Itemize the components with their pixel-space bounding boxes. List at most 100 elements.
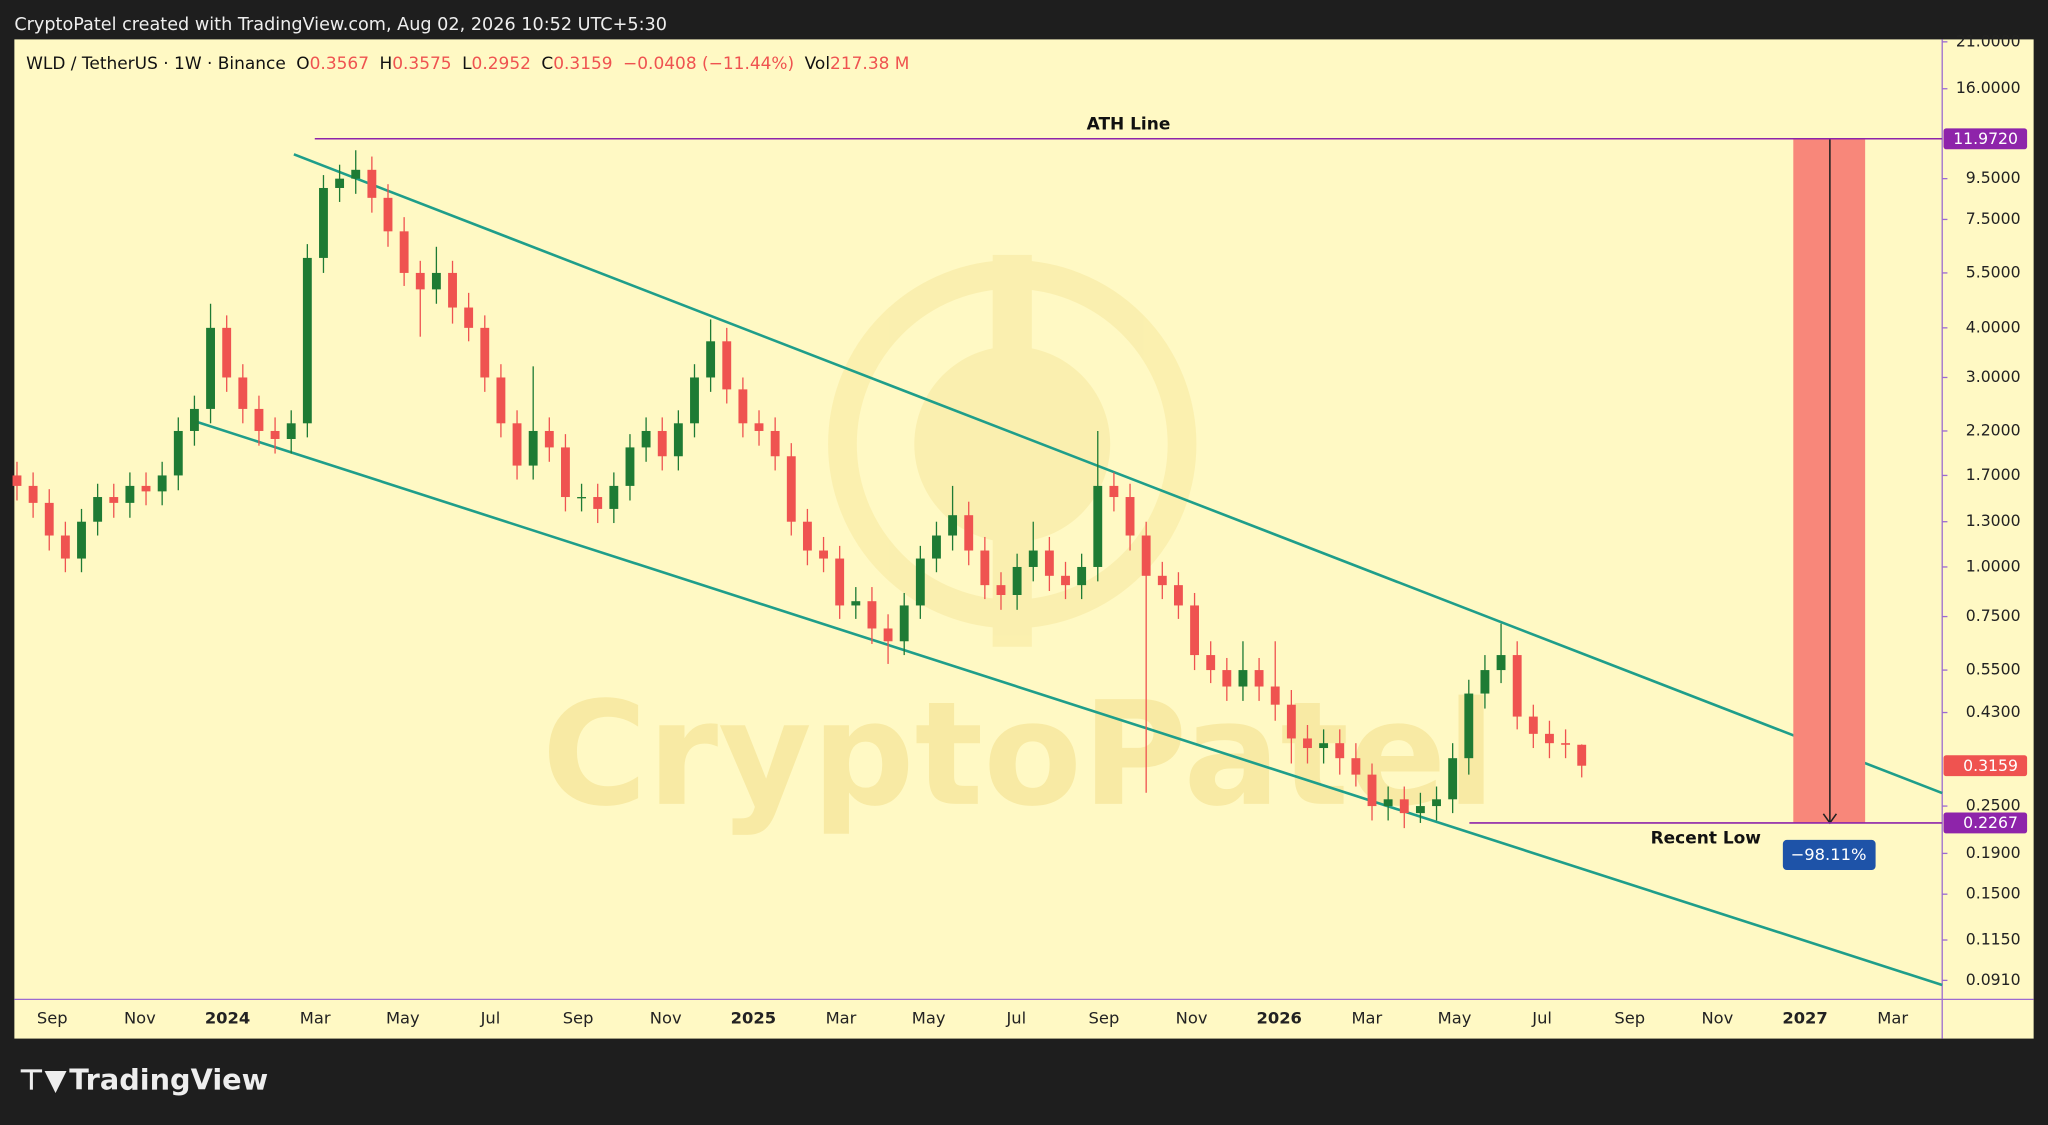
h-value: 0.3575 (392, 54, 451, 74)
candle-body (448, 272, 457, 308)
candle-body (12, 475, 22, 486)
l-label: L (462, 54, 472, 74)
y-tick-label: 21.0000 (1956, 31, 2021, 50)
last-price-badge-label: 0.3159 (1963, 756, 2018, 775)
candle-body (1028, 550, 1038, 567)
candle-body (835, 558, 845, 606)
candle-body (915, 558, 925, 606)
candle-body (1093, 485, 1103, 567)
y-tick-label: 9.5000 (1966, 168, 2021, 187)
x-tick-label: May (912, 1008, 946, 1027)
y-tick-label: 1.7000 (1966, 465, 2021, 484)
y-tick-label: 1.0000 (1966, 556, 2021, 575)
candle-body (206, 327, 215, 409)
y-tick-label: 0.2500 (1966, 796, 2021, 815)
y-tick-label: 0.4300 (1966, 702, 2021, 721)
y-tick-label: 2.2000 (1966, 420, 2021, 439)
candle-body (1303, 738, 1312, 749)
candle-body (141, 485, 151, 492)
candle-body (383, 197, 393, 232)
x-tick-label: Mar (826, 1008, 857, 1027)
footer-logo: ⊤▼ (18, 1063, 66, 1097)
y-tick-label: 5.5000 (1966, 262, 2021, 281)
candle-body (1399, 799, 1409, 814)
candle-body (883, 628, 893, 642)
candle-body (964, 515, 974, 551)
drop-label: −98.11% (1791, 845, 1867, 864)
l-value: 0.2952 (472, 54, 531, 74)
x-tick-label: May (386, 1008, 420, 1027)
x-tick-label: Sep (563, 1008, 594, 1027)
candle-body (367, 169, 377, 198)
x-tick-label: Jul (1005, 1008, 1026, 1027)
drop-badge (1782, 839, 1876, 870)
candle-body (1415, 806, 1425, 814)
candle-body (722, 341, 732, 390)
x-tick-label: Sep (1089, 1008, 1120, 1027)
candle-body (706, 341, 716, 378)
candle-body (1190, 605, 1199, 656)
candle-body (1012, 566, 1022, 595)
y-tick-label: 0.1500 (1966, 884, 2021, 903)
candle-body (109, 497, 119, 503)
x-tick-label: 2027 (1782, 1008, 1827, 1027)
y-tick-label: 0.1150 (1966, 930, 2021, 949)
candle-body (351, 169, 361, 179)
footer-brand: TradingView (69, 1063, 268, 1097)
x-tick-label: Jul (1531, 1008, 1552, 1027)
candle-body (625, 447, 635, 486)
candle-body (157, 475, 167, 492)
candle-body (254, 408, 264, 431)
watermark-logo (828, 254, 1197, 647)
y-tick-label: 7.5000 (1966, 209, 2021, 228)
x-tick-label: May (1438, 1008, 1472, 1027)
candle-body (1432, 799, 1441, 807)
x-tick-label: Jul (480, 1008, 501, 1027)
candle-body (819, 550, 828, 559)
candle-body (609, 485, 619, 509)
candle-body (1222, 670, 1232, 687)
legend: WLD / TetherUS · 1W · Binance O0.3567 H0.3… (26, 54, 909, 74)
candle-body (238, 377, 248, 409)
ath-badge (1943, 128, 2028, 150)
candle-body (754, 423, 764, 431)
candle-body (1545, 733, 1554, 744)
recent-low-badge (1943, 812, 2028, 834)
y-tick-label: 1.3000 (1966, 511, 2021, 530)
candle-body (738, 389, 748, 424)
x-tick-label: Nov (1701, 1008, 1733, 1027)
candle-body (1141, 535, 1151, 576)
candle-body (1528, 716, 1538, 734)
candle-body (512, 423, 522, 466)
candle-body (28, 485, 38, 503)
h-label: H (379, 54, 392, 74)
candle-body (544, 430, 554, 448)
plot-area (14, 39, 2034, 1039)
candle-body (673, 423, 683, 457)
x-tick-label: Mar (1877, 1008, 1908, 1027)
candle-body (173, 430, 183, 476)
candle-body (1383, 799, 1393, 807)
candle-body (1109, 485, 1119, 498)
candle-body (996, 585, 1006, 595)
candle-body (1351, 758, 1361, 775)
candle-body (431, 272, 441, 290)
x-tick-label: Nov (1176, 1008, 1208, 1027)
candle-body (480, 327, 490, 378)
candle-body (1480, 670, 1490, 694)
candle-body (1157, 575, 1167, 586)
watermark: CryptoPatel (542, 671, 1496, 838)
channel-upper (293, 153, 1943, 795)
recent-low-label: Recent Low (1651, 829, 1762, 849)
candle-body (1206, 655, 1216, 671)
candle-body (593, 497, 603, 509)
x-tick-label: 2026 (1257, 1008, 1302, 1027)
o-label: O (296, 54, 309, 74)
candle-body (1512, 655, 1522, 717)
volume: 217.38 M (830, 54, 909, 74)
candle-body (1061, 575, 1070, 586)
candle-body (464, 307, 474, 328)
candle-body (577, 497, 587, 499)
